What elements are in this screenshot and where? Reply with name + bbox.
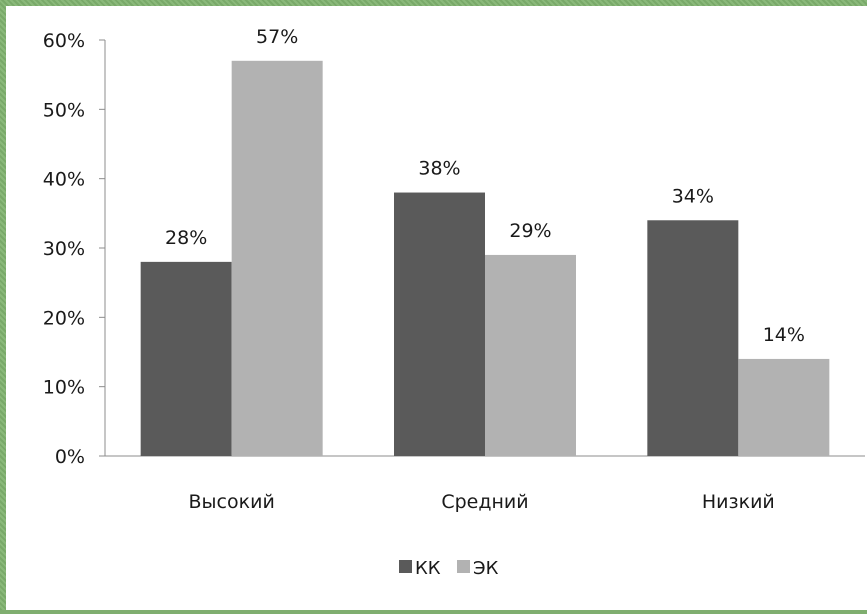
chart-legend: КК ЭК [399, 558, 499, 579]
legend-label: ЭК [473, 558, 499, 579]
data-label: 28% [165, 227, 207, 249]
y-tick-label: 60% [43, 30, 85, 52]
bar-ek-1 [485, 254, 576, 456]
y-tick-label: 10% [43, 377, 85, 399]
chart-bars [140, 60, 830, 457]
category-label: Средний [441, 491, 528, 513]
data-label: 57% [256, 26, 298, 48]
bar-kk-1 [394, 192, 485, 457]
bar-kk-0 [140, 261, 232, 456]
category-label: Высокий [189, 491, 275, 513]
bar-ek-0 [231, 60, 323, 457]
data-label: 38% [418, 158, 460, 180]
y-tick-label: 20% [43, 307, 85, 329]
y-tick-label: 0% [55, 446, 85, 468]
data-label: 29% [509, 220, 551, 242]
bar-chart: 0% 10% 20% 30% 40% 50% 60% 28% 57% Высокий 38% 29%… [43, 26, 865, 579]
legend-swatch-kk [399, 560, 412, 573]
y-tick-label: 50% [43, 99, 85, 121]
y-tick-label: 30% [43, 238, 85, 260]
legend-swatch-ek [457, 560, 470, 573]
chart-panel: 0% 10% 20% 30% 40% 50% 60% 28% 57% Высокий 38% 29%… [6, 6, 867, 610]
legend-label: КК [415, 558, 441, 579]
category-label: Низкий [702, 491, 775, 513]
chart-labels: 28% 57% Высокий 38% 29% Средний 34% 14% Низкий [165, 26, 805, 513]
bar-ek-2 [738, 358, 830, 456]
data-label: 34% [672, 185, 714, 207]
data-label: 14% [763, 324, 805, 346]
y-tick-label: 40% [43, 169, 85, 191]
bar-kk-2 [647, 220, 739, 456]
